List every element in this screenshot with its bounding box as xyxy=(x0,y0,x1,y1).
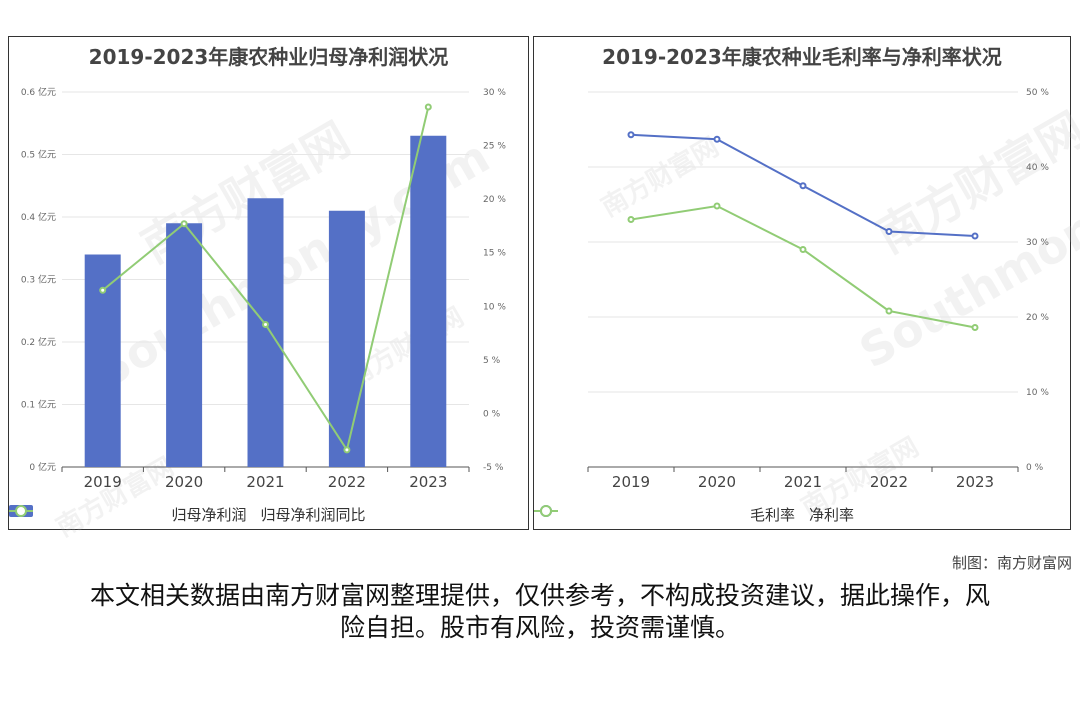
x-tick-label: 2019 xyxy=(612,473,650,491)
bar xyxy=(410,135,447,467)
data-point xyxy=(99,286,107,294)
disclaimer-text: 本文相关数据由南方财富网整理提供，仅供参考，不构成投资建议，据此操作，风险自担。… xyxy=(89,581,990,642)
y-right-tick-label: 10 % xyxy=(1026,388,1049,398)
legend: 毛利率 净利率 xyxy=(534,504,1070,525)
y-right-tick-label: 30 % xyxy=(483,88,506,98)
y-left-tick-label: 0.4 亿元 xyxy=(21,211,56,223)
chart-credit: 制图：南方财富网 xyxy=(951,554,1072,572)
legend-label: 毛利率 xyxy=(749,506,795,524)
x-tick-label: 2023 xyxy=(956,473,994,491)
y-right-tick-label: 15 % xyxy=(483,249,506,259)
bar xyxy=(247,198,284,467)
legend-label: 归母净利润 xyxy=(171,506,247,524)
x-tick-label: 2019 xyxy=(84,473,122,491)
legend-item-gross-margin[interactable]: 毛利率 xyxy=(534,504,795,525)
bar xyxy=(328,210,365,467)
y-left-tick-label: 0 亿元 xyxy=(29,461,56,473)
x-tick-label: 2023 xyxy=(409,473,447,491)
data-point xyxy=(799,182,807,190)
legend-item-bar[interactable]: 归母净利润 xyxy=(9,504,247,525)
x-tick-label: 2022 xyxy=(870,473,908,491)
y-right-tick-label: 0 % xyxy=(483,409,501,419)
data-point xyxy=(713,202,721,210)
chart-panel-margins: 南方财富网 Southmoney.com 南方财富网 南方财富网 2019-20… xyxy=(533,36,1080,530)
data-point xyxy=(971,232,979,240)
y-left-tick-label: 0.5 亿元 xyxy=(21,149,56,161)
y-left-tick-label: 0.1 亿元 xyxy=(21,399,56,411)
chart-panel-net-profit: 南方财富网 Southmoney.com 南方财富网 南方财富网 2019-20… xyxy=(8,36,529,543)
line-swatch-icon xyxy=(534,505,558,517)
data-point xyxy=(713,135,721,143)
x-tick-label: 2021 xyxy=(246,473,284,491)
y-right-tick-label: 0 % xyxy=(1026,463,1044,473)
legend-label: 归母净利润同比 xyxy=(260,506,366,524)
y-right-tick-label: 40 % xyxy=(1026,163,1049,173)
data-point xyxy=(799,246,807,253)
data-point xyxy=(627,216,635,223)
y-left-tick-label: 0.6 亿元 xyxy=(21,86,56,98)
data-point xyxy=(971,324,979,331)
data-point xyxy=(885,307,893,315)
y-right-tick-label: 10 % xyxy=(483,302,506,312)
legend-item-net-margin[interactable]: 净利率 xyxy=(534,504,855,525)
y-right-tick-label: -5 % xyxy=(483,463,504,473)
data-point xyxy=(262,321,269,328)
y-right-tick-label: 5 % xyxy=(483,356,501,366)
legend: 归母净利润 归母净利润同比 xyxy=(9,504,528,525)
y-right-tick-label: 50 % xyxy=(1026,88,1049,98)
data-point xyxy=(424,103,432,111)
bar xyxy=(84,254,121,467)
y-right-tick-label: 20 % xyxy=(1026,313,1049,323)
x-tick-label: 2020 xyxy=(165,473,203,491)
bar-line-chart: 0 亿元 0.1 亿元 0.2 亿元 0.3 亿元 0.4 亿元 0.5 亿元 0.6 亿元… xyxy=(21,86,507,491)
x-tick-label: 2020 xyxy=(698,473,736,491)
legend-label: 净利率 xyxy=(809,506,855,524)
y-left-tick-label: 0.2 亿元 xyxy=(21,336,56,348)
x-tick-label: 2022 xyxy=(328,473,366,491)
chart-title: 2019-2023年康农种业毛利率与净利率状况 xyxy=(602,45,1002,69)
y-left-tick-label: 0.3 亿元 xyxy=(21,274,56,286)
y-right-tick-label: 30 % xyxy=(1026,238,1049,248)
line-swatch-icon xyxy=(9,505,33,517)
chart-title: 2019-2023年康农种业归母净利润状况 xyxy=(88,45,449,69)
legend-item-line[interactable]: 归母净利润同比 xyxy=(9,504,366,525)
bar xyxy=(166,223,203,467)
data-point xyxy=(627,131,635,139)
data-point xyxy=(885,228,893,235)
series-line xyxy=(630,204,976,329)
line-chart: 0 % 10 % 20 % 30 % 40 % 50 % 2019 2020 2021 2022 2… xyxy=(587,88,1049,491)
data-point xyxy=(180,220,188,228)
y-right-tick-label: 25 % xyxy=(483,142,506,152)
data-point xyxy=(343,446,351,454)
x-tick-label: 2021 xyxy=(784,473,822,491)
y-right-tick-label: 20 % xyxy=(483,195,506,205)
